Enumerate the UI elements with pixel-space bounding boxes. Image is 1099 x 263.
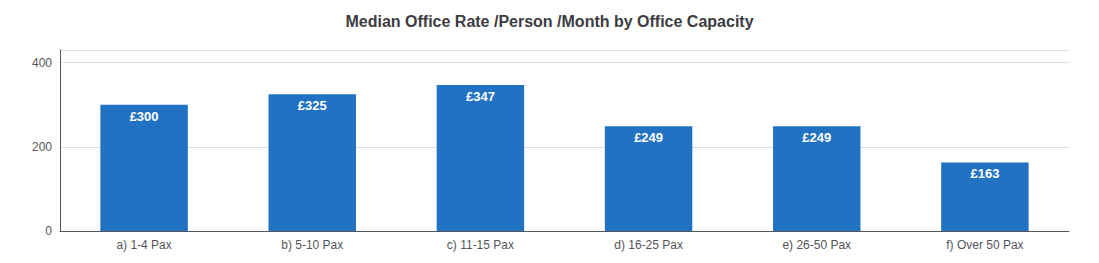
svg-text:£249: £249	[634, 130, 663, 145]
svg-text:d) 16-25 Pax: d) 16-25 Pax	[614, 238, 683, 252]
svg-text:400: 400	[32, 56, 52, 70]
svg-text:£249: £249	[802, 130, 831, 145]
svg-text:Median Office Rate /Person /Mo: Median Office Rate /Person /Month by Off…	[345, 13, 753, 30]
svg-text:a) 1-4 Pax: a) 1-4 Pax	[116, 238, 171, 252]
svg-text:c) 11-15 Pax: c) 11-15 Pax	[447, 238, 514, 252]
svg-text:e) 26-50 Pax: e) 26-50 Pax	[782, 238, 851, 252]
svg-text:£325: £325	[298, 98, 327, 113]
svg-text:f) Over 50 Pax: f) Over 50 Pax	[946, 238, 1023, 252]
svg-text:b) 5-10 Pax: b) 5-10 Pax	[281, 238, 343, 252]
svg-text:£347: £347	[466, 89, 495, 104]
svg-text:200: 200	[32, 140, 52, 154]
svg-text:0: 0	[45, 224, 52, 238]
svg-text:£300: £300	[130, 109, 159, 124]
svg-text:£163: £163	[970, 166, 999, 181]
